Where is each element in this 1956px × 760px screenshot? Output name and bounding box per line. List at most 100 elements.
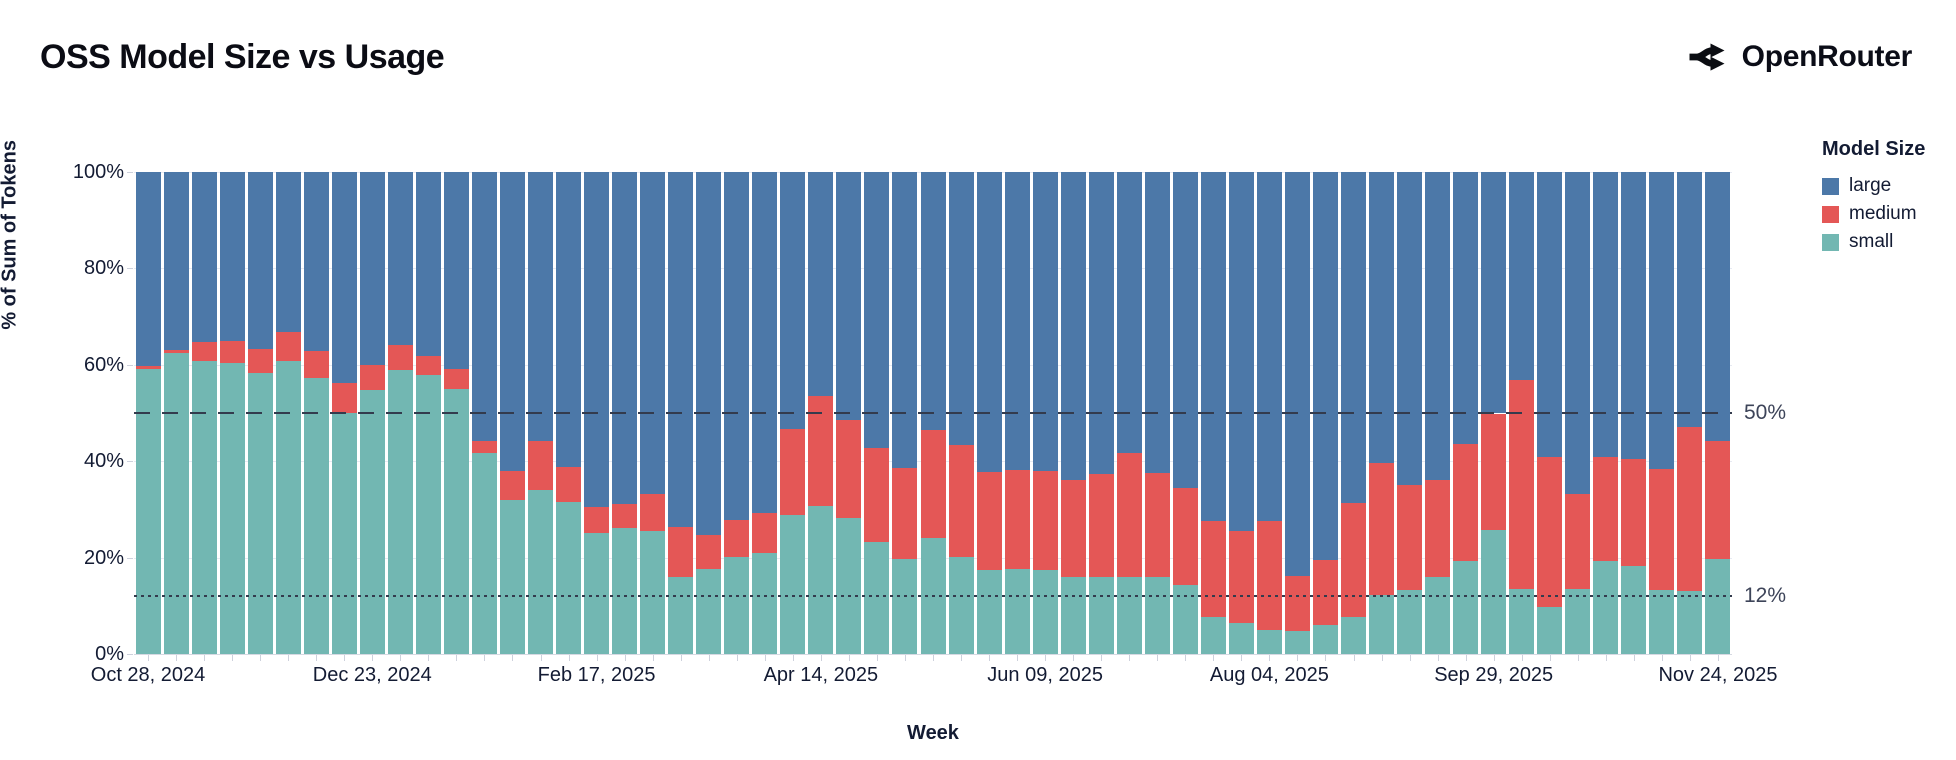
bar-segment-large[interactable] (892, 172, 918, 468)
bar-segment-large[interactable] (668, 172, 694, 527)
bar-segment-medium[interactable] (1593, 457, 1619, 561)
bar-segment-large[interactable] (331, 172, 357, 384)
bar-week-56[interactable] (1705, 172, 1731, 654)
bar-segment-large[interactable] (640, 172, 666, 494)
bar-segment-medium[interactable] (219, 341, 245, 364)
bar-segment-small[interactable] (948, 556, 974, 654)
bar-segment-small[interactable] (1312, 625, 1338, 654)
bar-segment-small[interactable] (275, 361, 301, 654)
bar-segment-medium[interactable] (920, 429, 946, 539)
bar-segment-large[interactable] (1116, 172, 1142, 453)
bar-week-47[interactable] (1453, 172, 1479, 654)
bar-segment-large[interactable] (864, 172, 890, 449)
bar-segment-small[interactable] (1621, 565, 1647, 654)
bar-week-23[interactable] (780, 172, 806, 654)
bar-segment-large[interactable] (499, 172, 525, 471)
bar-segment-medium[interactable] (135, 366, 161, 369)
bar-segment-medium[interactable] (1453, 444, 1479, 561)
bar-segment-large[interactable] (780, 172, 806, 430)
bar-segment-small[interactable] (331, 413, 357, 654)
bar-segment-large[interactable] (1312, 172, 1338, 561)
bar-week-13[interactable] (499, 172, 525, 654)
bar-segment-small[interactable] (640, 531, 666, 654)
bar-week-48[interactable] (1481, 172, 1507, 654)
bar-segment-medium[interactable] (1228, 530, 1254, 624)
bar-week-3[interactable] (219, 172, 245, 654)
bar-segment-large[interactable] (920, 172, 946, 430)
bar-segment-medium[interactable] (668, 526, 694, 577)
bar-segment-large[interactable] (612, 172, 638, 505)
bar-week-43[interactable] (1341, 172, 1367, 654)
bar-segment-small[interactable] (1593, 560, 1619, 654)
bar-segment-medium[interactable] (976, 471, 1002, 571)
bar-segment-small[interactable] (303, 378, 329, 654)
bar-segment-small[interactable] (443, 388, 469, 654)
bar-week-54[interactable] (1649, 172, 1675, 654)
bar-segment-small[interactable] (528, 489, 553, 654)
bar-segment-small[interactable] (696, 569, 722, 654)
bar-segment-large[interactable] (1649, 172, 1675, 470)
bar-segment-medium[interactable] (1649, 469, 1675, 590)
bar-segment-medium[interactable] (1284, 575, 1310, 631)
bar-segment-large[interactable] (696, 172, 722, 536)
bar-segment-small[interactable] (836, 517, 862, 654)
bar-week-36[interactable] (1144, 172, 1170, 654)
legend-item-medium[interactable]: medium (1822, 203, 1925, 225)
bar-segment-large[interactable] (1228, 172, 1254, 531)
bar-segment-large[interactable] (471, 172, 497, 441)
bar-segment-small[interactable] (219, 363, 245, 654)
bar-segment-small[interactable] (1004, 569, 1030, 654)
bar-week-55[interactable] (1677, 172, 1703, 654)
bar-week-6[interactable] (303, 172, 329, 654)
bar-segment-small[interactable] (1453, 560, 1479, 654)
bar-segment-large[interactable] (1369, 172, 1395, 464)
bar-week-9[interactable] (387, 172, 413, 654)
bar-segment-small[interactable] (1425, 576, 1451, 654)
bar-segment-large[interactable] (1088, 172, 1114, 475)
bar-week-5[interactable] (275, 172, 301, 654)
bar-week-49[interactable] (1509, 172, 1535, 654)
bar-week-31[interactable] (1004, 172, 1030, 654)
bar-segment-medium[interactable] (1537, 457, 1563, 607)
bar-segment-small[interactable] (724, 557, 750, 654)
bar-segment-small[interactable] (247, 372, 273, 654)
bar-segment-medium[interactable] (752, 512, 778, 553)
bar-week-7[interactable] (331, 172, 357, 654)
bar-segment-large[interactable] (1677, 172, 1703, 428)
bar-segment-large[interactable] (724, 172, 750, 521)
bar-week-17[interactable] (612, 172, 638, 654)
bar-week-10[interactable] (415, 172, 441, 654)
bar-week-32[interactable] (1032, 172, 1058, 654)
bar-segment-large[interactable] (191, 172, 217, 343)
bar-segment-medium[interactable] (359, 364, 385, 391)
bar-segment-large[interactable] (1705, 172, 1731, 441)
bar-week-38[interactable] (1200, 172, 1226, 654)
bar-segment-medium[interactable] (1060, 480, 1086, 577)
bar-segment-large[interactable] (1481, 172, 1507, 414)
bar-segment-small[interactable] (752, 552, 778, 654)
bar-segment-medium[interactable] (415, 356, 441, 376)
bar-segment-small[interactable] (892, 558, 918, 654)
bar-week-25[interactable] (836, 172, 862, 654)
bar-segment-medium[interactable] (836, 420, 862, 518)
bar-segment-small[interactable] (359, 390, 385, 654)
bar-segment-medium[interactable] (1088, 474, 1114, 577)
bar-week-33[interactable] (1060, 172, 1086, 654)
bar-segment-small[interactable] (584, 532, 610, 654)
bar-week-40[interactable] (1256, 172, 1282, 654)
bar-week-53[interactable] (1621, 172, 1647, 654)
bar-segment-large[interactable] (808, 172, 834, 396)
bar-week-19[interactable] (668, 172, 694, 654)
bar-segment-medium[interactable] (1425, 479, 1451, 577)
bar-segment-small[interactable] (1088, 576, 1114, 654)
bar-segment-large[interactable] (1425, 172, 1451, 480)
bar-segment-medium[interactable] (1172, 487, 1198, 586)
bar-segment-large[interactable] (1537, 172, 1563, 458)
bar-segment-large[interactable] (1565, 172, 1591, 494)
bar-segment-large[interactable] (1284, 172, 1310, 576)
bar-segment-medium[interactable] (1004, 469, 1030, 570)
bar-segment-medium[interactable] (1481, 413, 1507, 531)
bar-segment-medium[interactable] (892, 467, 918, 559)
bar-segment-large[interactable] (303, 172, 329, 352)
legend-item-large[interactable]: large (1822, 175, 1925, 197)
